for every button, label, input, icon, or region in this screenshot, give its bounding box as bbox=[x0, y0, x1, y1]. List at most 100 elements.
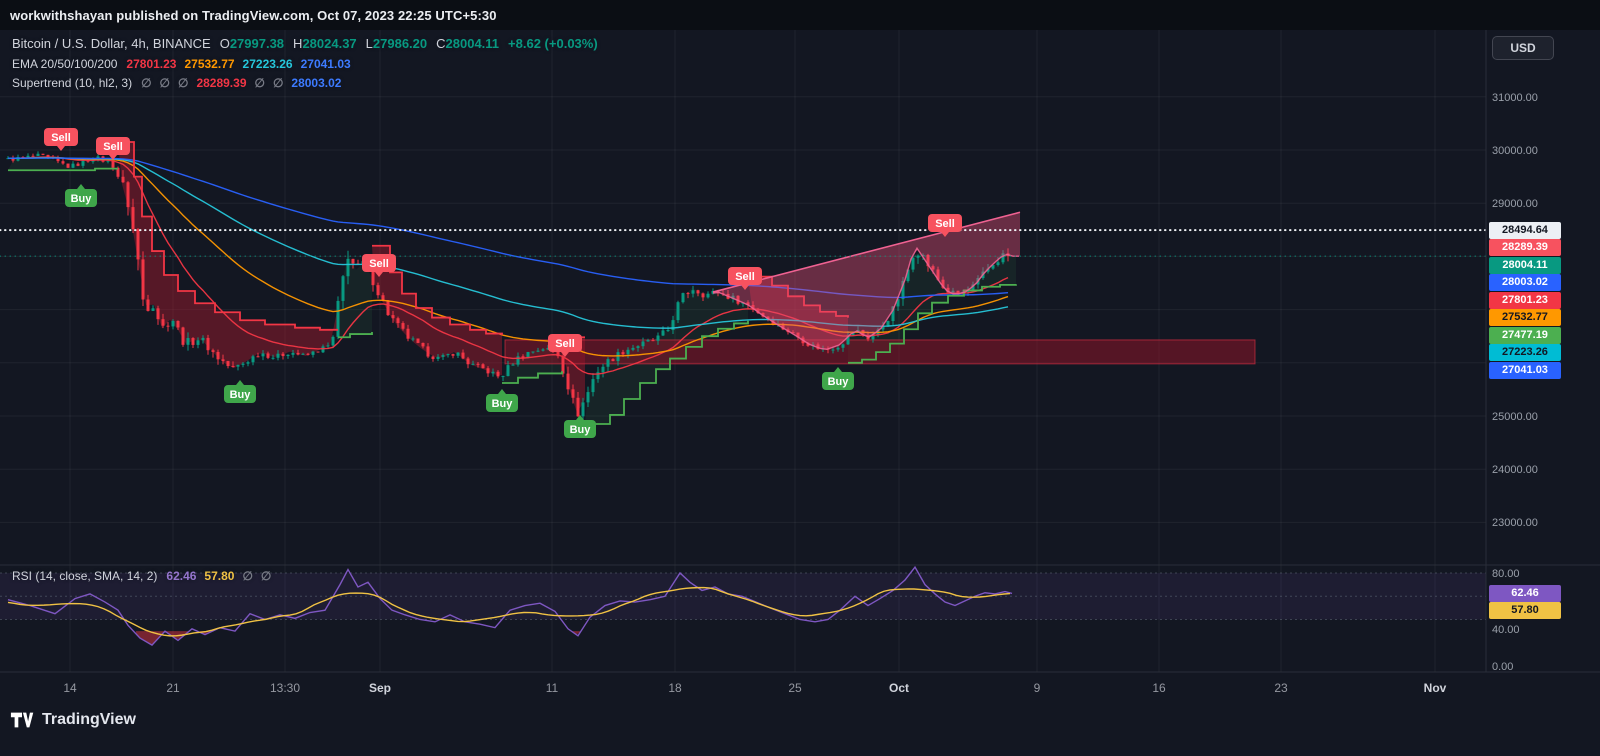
axis-label: 31000.00 bbox=[1492, 92, 1538, 104]
time-label: 18 bbox=[668, 681, 682, 695]
time-label: Oct bbox=[888, 681, 910, 695]
time-label: 13:30 bbox=[269, 681, 301, 695]
legend-value: 57.80 bbox=[204, 569, 235, 583]
legend-value: ∅ bbox=[260, 569, 272, 583]
buy-marker: Buy bbox=[65, 184, 97, 207]
sell-marker: Sell bbox=[44, 128, 78, 151]
publish-bar: workwithshayan published on TradingView.… bbox=[0, 0, 1600, 30]
supertrend-line bbox=[8, 167, 118, 172]
svg-text:Buy: Buy bbox=[71, 193, 93, 205]
legend-value: 62.46 bbox=[166, 569, 197, 583]
time-label: 9 bbox=[1033, 681, 1041, 695]
ema-200-line bbox=[7, 157, 1009, 299]
time-axis[interactable]: 14 21 13:30 Sep 11 18 25 Oct 9 16 23 Nov bbox=[0, 679, 1486, 699]
time-label: 14 bbox=[63, 681, 77, 695]
legend-value: 27041.03 bbox=[300, 57, 351, 71]
svg-text:Sell: Sell bbox=[51, 132, 71, 144]
time-label: Sep bbox=[368, 681, 392, 695]
time-label: 11 bbox=[545, 681, 559, 695]
high-label: H bbox=[293, 36, 303, 51]
legend-value: 27532.77 bbox=[184, 57, 235, 71]
legend-value: ∅ bbox=[141, 76, 152, 90]
supertrend-line bbox=[585, 320, 749, 425]
open-value: 27997.38 bbox=[229, 36, 285, 51]
legend-value: 27801.23 bbox=[126, 57, 177, 71]
buy-marker: Buy bbox=[564, 415, 596, 438]
currency-toggle-button[interactable]: USD bbox=[1492, 36, 1554, 60]
buy-marker: Buy bbox=[224, 380, 256, 403]
svg-text:Sell: Sell bbox=[369, 258, 389, 270]
svg-text:Buy: Buy bbox=[230, 389, 252, 401]
symbol-legend[interactable]: Bitcoin / U.S. Dollar, 4h, BINANCE O 2799… bbox=[12, 36, 598, 51]
low-label: L bbox=[365, 36, 373, 51]
ema-100-line bbox=[7, 157, 1009, 329]
time-label: Nov bbox=[1423, 681, 1447, 695]
rsi-sma-line bbox=[7, 586, 1011, 637]
time-label: 23 bbox=[1274, 681, 1288, 695]
axis-label: 24000.00 bbox=[1492, 464, 1538, 476]
svg-text:Buy: Buy bbox=[570, 424, 592, 436]
time-label: 25 bbox=[788, 681, 802, 695]
tradingview-footer-link[interactable]: TradingView bbox=[10, 708, 136, 732]
supertrend-line bbox=[748, 275, 849, 318]
ema-label[interactable]: EMA 20/50/100/200 bbox=[12, 57, 118, 71]
ema-legend[interactable]: EMA 20/50/100/200 27801.23 27532.77 27223.… bbox=[12, 57, 351, 71]
low-value: 27986.20 bbox=[372, 36, 428, 51]
publish-text: workwithshayan published on TradingView.… bbox=[10, 7, 497, 23]
axis-label: 29000.00 bbox=[1492, 198, 1538, 210]
legend-value: 27223.26 bbox=[242, 57, 293, 71]
supertrend-values: ∅ ∅ ∅ 28289.39 ∅ ∅ 28003.02 bbox=[141, 76, 341, 90]
rsi-legend[interactable]: RSI (14, close, SMA, 14, 2) 62.46 57.80 ∅ ∅ bbox=[12, 569, 271, 583]
legend-value: 28289.39 bbox=[196, 76, 247, 90]
symbol-title[interactable]: Bitcoin / U.S. Dollar, 4h, BINANCE bbox=[12, 36, 211, 51]
svg-text:Sell: Sell bbox=[735, 271, 755, 283]
rsi-label[interactable]: RSI (14, close, SMA, 14, 2) bbox=[12, 569, 158, 583]
time-label: 21 bbox=[166, 681, 180, 695]
legend-value: ∅ bbox=[254, 76, 265, 90]
close-label: C bbox=[436, 36, 446, 51]
open-label: O bbox=[219, 36, 230, 51]
tradingview-wordmark: TradingView bbox=[42, 711, 136, 728]
time-label: 16 bbox=[1152, 681, 1166, 695]
svg-text:Buy: Buy bbox=[492, 398, 514, 410]
sell-marker: Sell bbox=[362, 254, 396, 277]
sell-marker: Sell bbox=[928, 214, 962, 237]
sell-marker: Sell bbox=[548, 334, 582, 357]
change-value: +8.62 (+0.03%) bbox=[508, 36, 598, 51]
close-value: 28004.11 bbox=[445, 36, 500, 51]
ema-50-line bbox=[7, 156, 1009, 357]
wedge-pattern[interactable] bbox=[713, 212, 1020, 349]
legend-value: ∅ bbox=[159, 76, 170, 90]
supertrend-legend[interactable]: Supertrend (10, hl2, 3) ∅ ∅ ∅ 28289.39 ∅ ∅ 280… bbox=[12, 76, 341, 90]
ema-values: 27801.23 27532.77 27223.26 27041.03 bbox=[126, 57, 350, 71]
plot-area[interactable]: Sell Sell Buy Buy Sell Buy Sell Buy Sell Buy Sell bbox=[0, 128, 1486, 438]
sell-marker: Sell bbox=[728, 267, 762, 290]
svg-text:Sell: Sell bbox=[935, 218, 955, 230]
axis-label: 30000.00 bbox=[1492, 145, 1538, 157]
axis-label: 40.00 bbox=[1492, 624, 1520, 636]
high-value: 28024.37 bbox=[302, 36, 357, 51]
axis-label: 80.00 bbox=[1492, 568, 1520, 580]
svg-text:Sell: Sell bbox=[103, 141, 123, 153]
legend-value: 28003.02 bbox=[291, 76, 342, 90]
buy-marker: Buy bbox=[822, 367, 854, 390]
ema-20-line bbox=[7, 156, 1009, 375]
legend-value: ∅ bbox=[242, 569, 253, 583]
tradingview-logo-icon bbox=[10, 712, 34, 728]
rsi-values: 62.46 57.80 ∅ ∅ bbox=[166, 569, 271, 583]
supertrend-line bbox=[118, 141, 338, 331]
supertrend-line bbox=[502, 371, 563, 384]
buy-marker: Buy bbox=[486, 389, 518, 412]
supertrend-line bbox=[848, 283, 1017, 364]
svg-text:Buy: Buy bbox=[828, 376, 850, 388]
svg-text:Sell: Sell bbox=[555, 338, 575, 350]
axis-label: 0.00 bbox=[1492, 661, 1513, 673]
axis-label: 23000.00 bbox=[1492, 517, 1538, 529]
axis-label: 25000.00 bbox=[1492, 411, 1538, 423]
sell-marker: Sell bbox=[96, 137, 130, 160]
rsi-line bbox=[7, 565, 1013, 646]
legend-value: ∅ bbox=[177, 76, 189, 90]
supertrend-label[interactable]: Supertrend (10, hl2, 3) bbox=[12, 76, 133, 90]
legend-value: ∅ bbox=[272, 76, 284, 90]
